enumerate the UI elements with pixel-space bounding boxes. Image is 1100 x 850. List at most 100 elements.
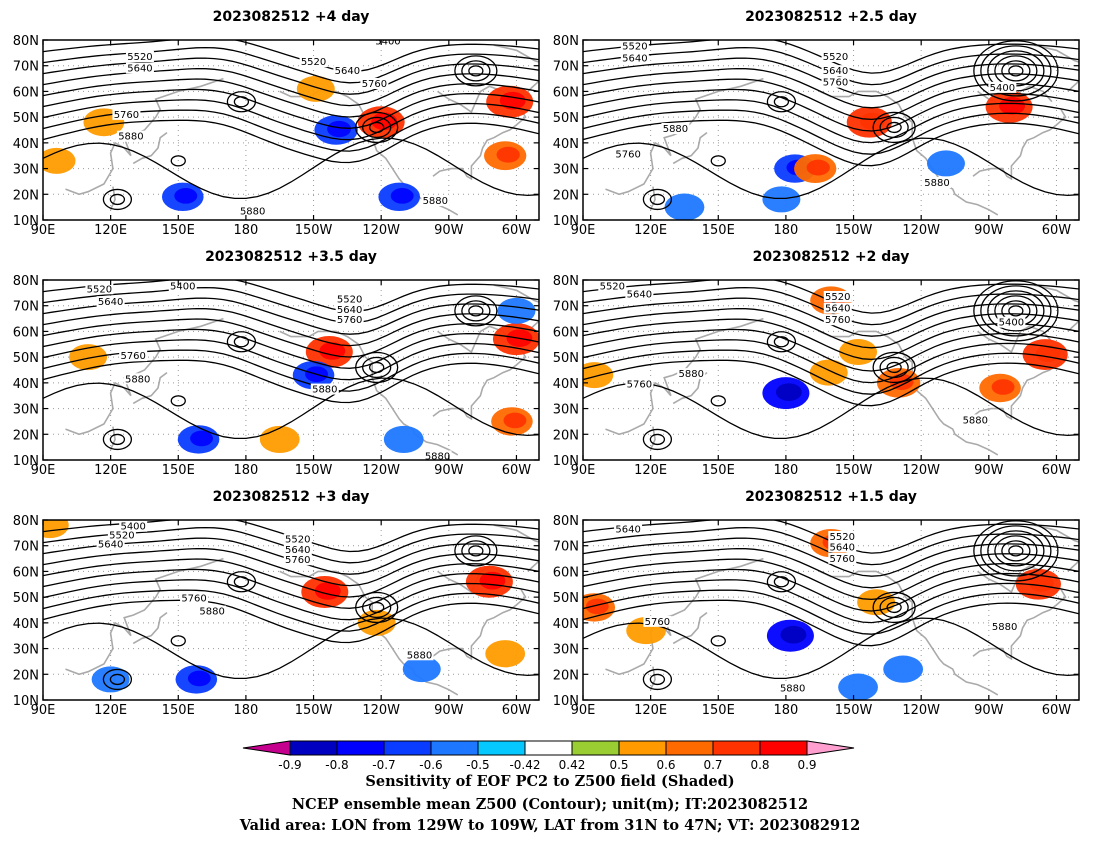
z500-closed-contour bbox=[355, 351, 399, 384]
contour-label-bg bbox=[116, 130, 145, 142]
y-tick-label: 70N bbox=[13, 300, 39, 315]
colorbar-arrow-right bbox=[806, 740, 855, 756]
contour-label-bg bbox=[180, 592, 209, 604]
y-tick-label: 60N bbox=[553, 565, 579, 580]
z500-contour bbox=[43, 280, 539, 313]
contour-label: 5880 bbox=[963, 415, 988, 426]
contour-label-bg bbox=[96, 538, 125, 550]
y-tick-label: 30N bbox=[13, 403, 39, 418]
y-tick-label: 10N bbox=[13, 694, 39, 709]
contour-label-bg bbox=[168, 280, 197, 292]
sensitivity-shading bbox=[839, 339, 878, 365]
y-tick-label: 40N bbox=[13, 617, 39, 632]
coastline bbox=[109, 426, 116, 451]
contour-label: 5520 bbox=[87, 284, 112, 295]
sensitivity-shading-core bbox=[991, 379, 1015, 395]
x-tick-label: 120W bbox=[902, 463, 940, 478]
contour-label: 5640 bbox=[285, 545, 310, 556]
z500-closed-contour bbox=[102, 668, 133, 691]
colorbar-tick-label: 0.6 bbox=[656, 758, 675, 772]
sensitivity-shading bbox=[883, 655, 924, 683]
z500-closed-contour bbox=[879, 116, 909, 139]
x-tick-label: 90W bbox=[434, 223, 464, 238]
contour-label-bg bbox=[997, 316, 1026, 328]
z500-closed-contour bbox=[872, 111, 916, 144]
z500-closed-contour bbox=[980, 45, 1052, 97]
y-tick-label: 10N bbox=[13, 454, 39, 469]
colorbar-swatch bbox=[383, 740, 432, 756]
contour-label: 5520 bbox=[301, 57, 326, 68]
y-tick-label: 80N bbox=[553, 514, 579, 529]
caption-line-3: Valid area: LON from 129W to 109W, LAT f… bbox=[239, 817, 861, 834]
coastline bbox=[109, 186, 116, 211]
coastline bbox=[493, 524, 539, 572]
sensitivity-shading bbox=[926, 150, 965, 177]
contour-label-bg bbox=[238, 205, 267, 217]
z500-closed-contour bbox=[454, 295, 498, 327]
z500-closed-contour bbox=[226, 571, 257, 593]
contour-label: 5640 bbox=[622, 53, 647, 64]
x-tick-label: 180 bbox=[773, 223, 798, 238]
z500-contour bbox=[43, 67, 539, 107]
x-tick-label: 150W bbox=[835, 463, 873, 478]
z500-contour bbox=[43, 88, 539, 129]
colorbar-tick-label: 0.5 bbox=[609, 758, 628, 772]
z500-closed-contour bbox=[886, 601, 902, 614]
contour-label: 5400 bbox=[990, 83, 1015, 94]
x-tick-label: 90E bbox=[31, 223, 56, 238]
sensitivity-shading bbox=[69, 344, 108, 371]
sensitivity-shading bbox=[383, 425, 424, 454]
sensitivity-shading-core bbox=[999, 97, 1026, 115]
contour-label-bg bbox=[821, 51, 850, 62]
coastline bbox=[819, 570, 999, 696]
contour-label-bg bbox=[961, 414, 990, 426]
contour-label-bg bbox=[335, 303, 364, 315]
colorbar-tick-label: -0.5 bbox=[466, 758, 489, 772]
contour-label-bg bbox=[614, 523, 643, 535]
contour-label-bg bbox=[821, 65, 850, 77]
z500-contour bbox=[43, 599, 539, 644]
y-tick-label: 20N bbox=[553, 668, 579, 683]
contour-label: 5760 bbox=[615, 150, 640, 161]
z500-closed-contour bbox=[980, 525, 1052, 577]
colorbar-swatch bbox=[665, 740, 714, 756]
x-tick-label: 150W bbox=[295, 703, 333, 718]
z500-closed-contour bbox=[461, 540, 491, 562]
z500-contour bbox=[583, 579, 1079, 624]
z500-contour bbox=[583, 377, 1079, 440]
colorbar-swatch bbox=[336, 740, 385, 756]
x-tick-label: 90E bbox=[571, 463, 596, 478]
z500-closed-contour bbox=[233, 96, 250, 108]
z500-contour bbox=[583, 617, 1079, 680]
contour-label-bg bbox=[625, 288, 654, 300]
z500-contour bbox=[583, 547, 1079, 589]
colorbar-swatch bbox=[618, 740, 667, 756]
z500-contour bbox=[43, 78, 539, 118]
colorbar-swatch bbox=[524, 740, 573, 756]
coastline bbox=[132, 371, 168, 405]
colorbar-swatch bbox=[477, 740, 526, 756]
contour-label-bg bbox=[96, 296, 125, 308]
y-tick-label: 60N bbox=[553, 85, 579, 100]
y-tick-label: 70N bbox=[553, 60, 579, 75]
z500-closed-contour bbox=[109, 673, 126, 686]
contour-label-bg bbox=[107, 529, 136, 541]
z500-closed-contour bbox=[369, 601, 385, 614]
x-tick-label: 90E bbox=[31, 703, 56, 718]
z500-closed-contour bbox=[710, 395, 726, 407]
z500-closed-contour bbox=[233, 336, 250, 348]
contour-label-bg bbox=[828, 552, 857, 564]
sensitivity-shading bbox=[497, 297, 536, 324]
z500-closed-contour bbox=[468, 545, 484, 557]
sensitivity-shading-core bbox=[585, 598, 609, 615]
map-panel: 5520564054005520564057605760588058805880… bbox=[13, 249, 540, 478]
z500-contour bbox=[583, 88, 1079, 132]
z500-contour bbox=[43, 359, 539, 404]
z500-closed-contour bbox=[886, 121, 902, 134]
sensitivity-shading bbox=[664, 193, 705, 220]
z500-contour bbox=[43, 558, 539, 598]
